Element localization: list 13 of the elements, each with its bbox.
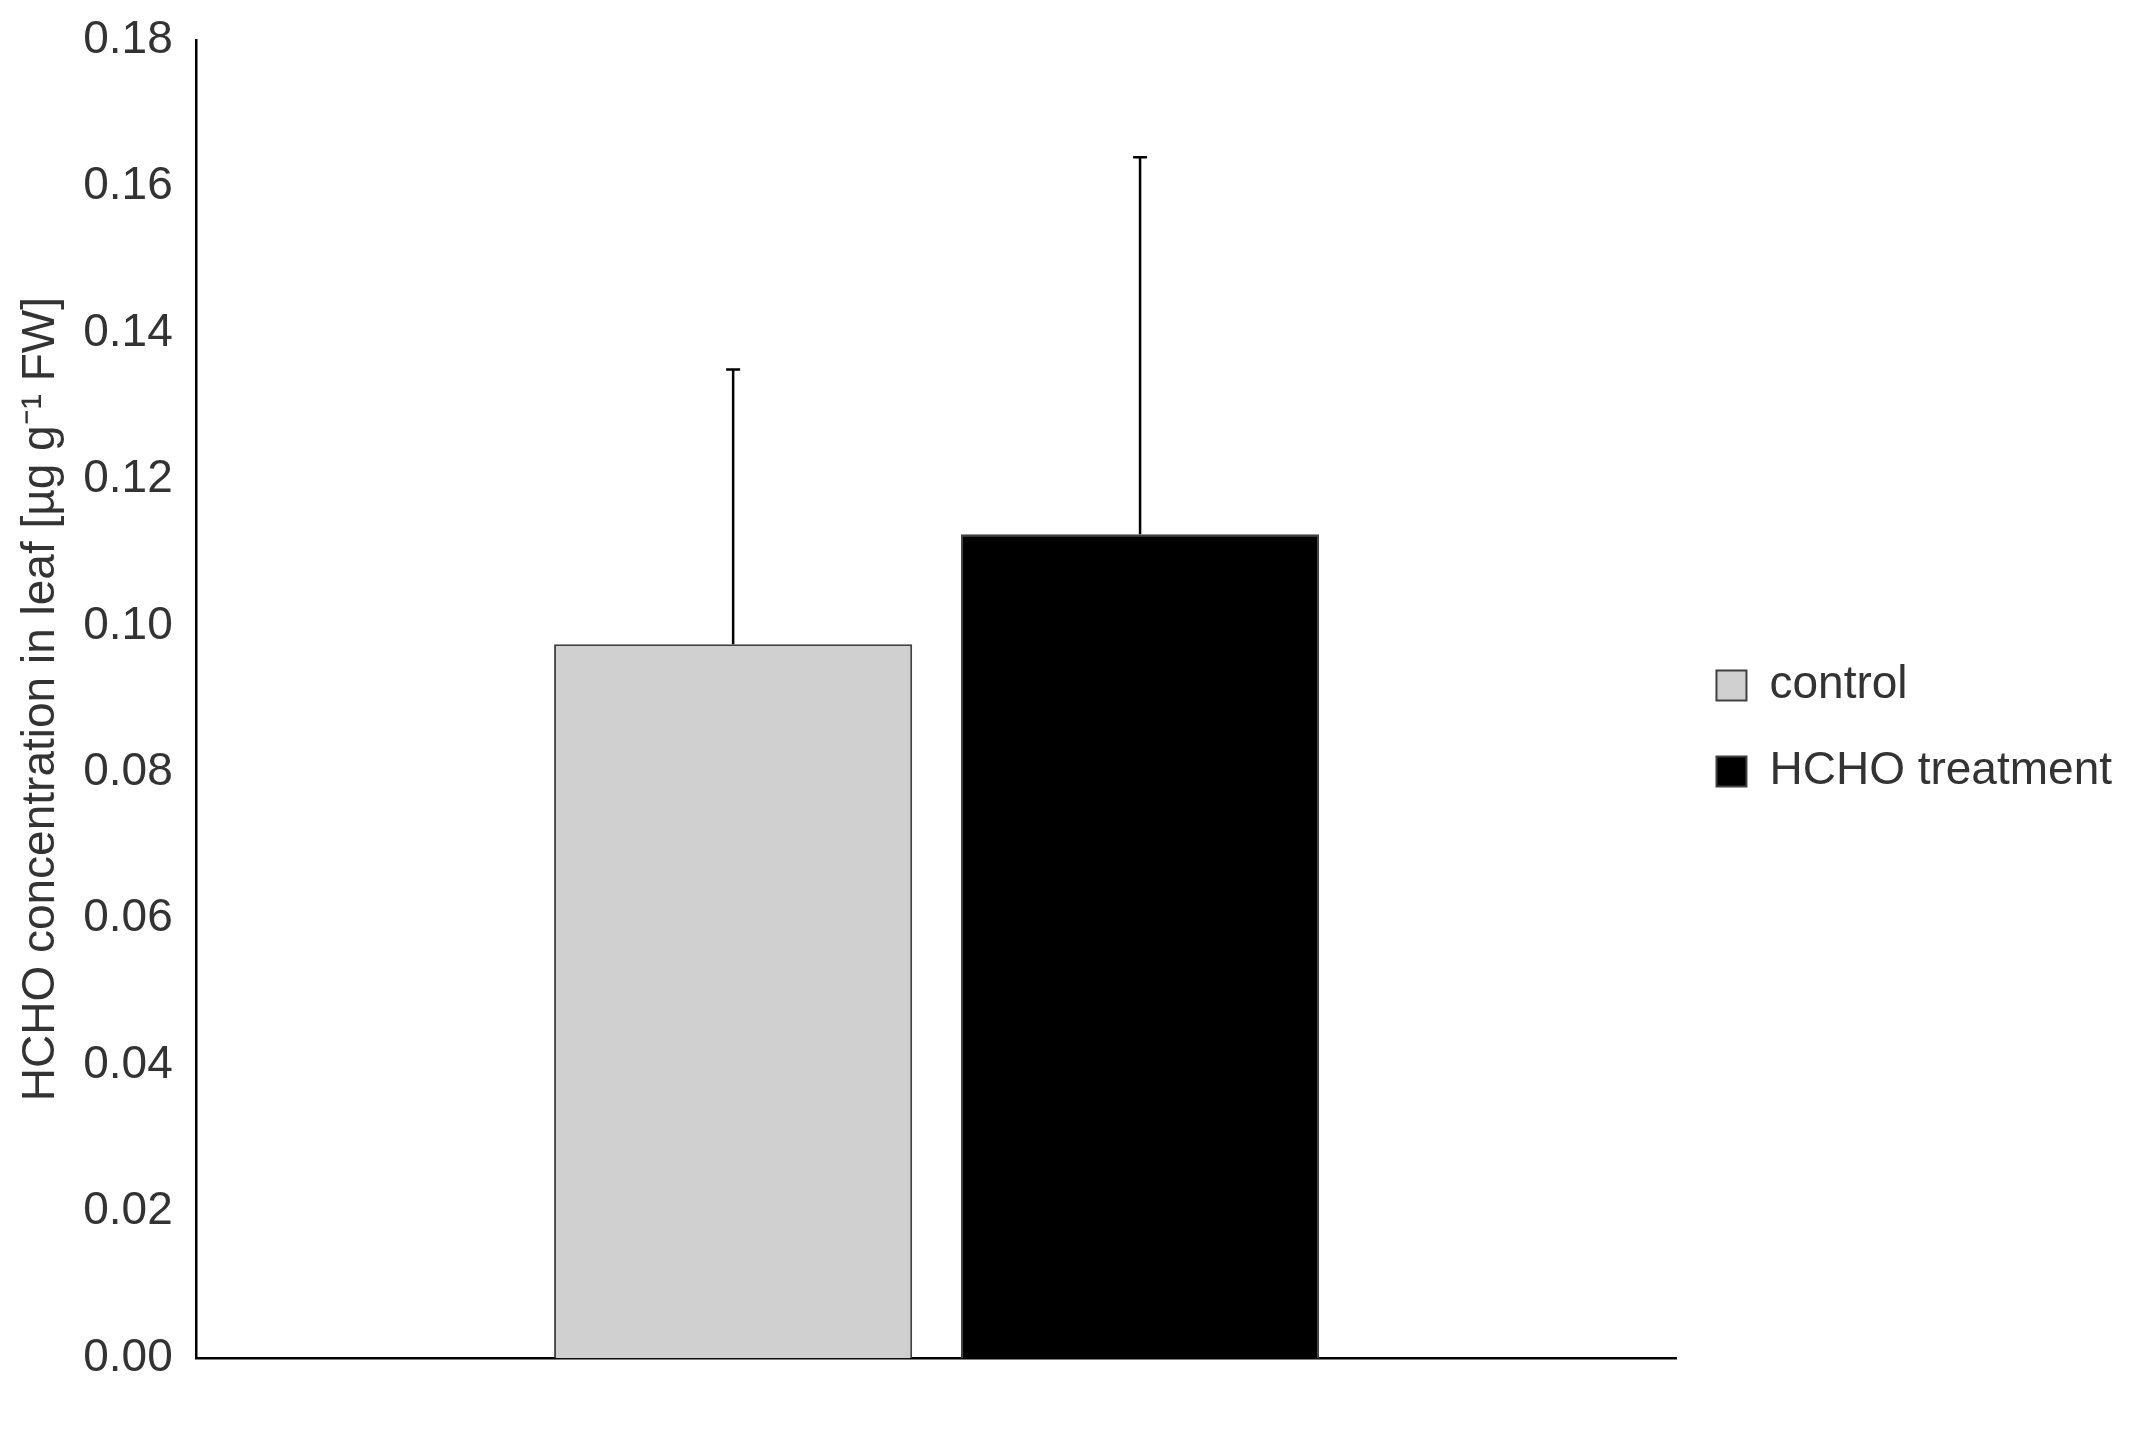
y-tick-label: 0.10 bbox=[83, 596, 173, 649]
y-tick-label: 0.16 bbox=[83, 157, 173, 210]
y-tick-label: 0.04 bbox=[83, 1035, 173, 1088]
legend-label: HCHO treatment bbox=[1769, 742, 2113, 795]
y-tick-label: 0.12 bbox=[83, 450, 173, 503]
legend-label: control bbox=[1769, 656, 1908, 709]
y-tick-label: 0.14 bbox=[83, 303, 173, 356]
y-tick-label: 0.18 bbox=[83, 10, 173, 63]
y-tick-label: 0.06 bbox=[83, 889, 173, 942]
y-axis-title: HCHO concentration in leaf [µg g⁻¹ FW] bbox=[12, 296, 65, 1102]
y-tick-label: 0.08 bbox=[83, 743, 173, 796]
y-tick-label: 0.02 bbox=[83, 1182, 173, 1235]
y-tick-label: 0.00 bbox=[83, 1328, 173, 1381]
